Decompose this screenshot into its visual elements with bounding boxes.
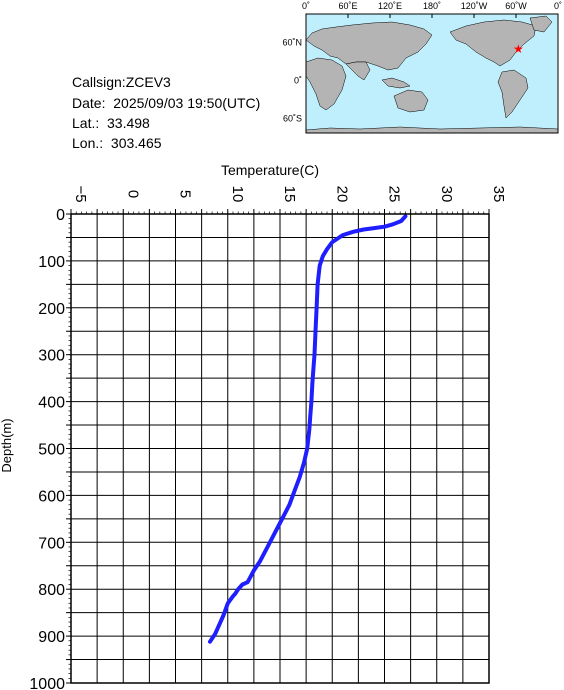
x-tick-label: 20 xyxy=(333,186,350,203)
land-greenland xyxy=(529,15,553,33)
x-tick-label: 15 xyxy=(281,186,298,203)
x-tick-label: 10 xyxy=(229,186,246,203)
x-tick-label: 0 xyxy=(124,190,141,198)
map-longitude-labels: 0˚ 60˚E 120˚E 180˚ 120˚W 60˚W 0˚ xyxy=(302,1,562,11)
chart-frame xyxy=(70,213,490,684)
land-eurasia xyxy=(305,21,433,71)
x-tick-label: −5 xyxy=(72,185,89,202)
land-africa xyxy=(305,57,347,111)
x-tick-label: 35 xyxy=(490,186,507,203)
chart-grid xyxy=(71,214,489,683)
y-tick-label: 300 xyxy=(38,348,65,365)
x-tick-label: 30 xyxy=(438,186,455,203)
x-axis-title: Temperature(C) xyxy=(221,162,319,178)
map-ticks xyxy=(305,14,559,18)
map-longitude-label: 0˚ xyxy=(554,1,562,11)
x-tick-label: 25 xyxy=(386,186,403,203)
y-tick-label: 500 xyxy=(38,442,65,459)
map-land xyxy=(305,15,559,134)
callsign-label: Callsign:ZCEV3 xyxy=(72,74,171,90)
land-india xyxy=(345,61,371,81)
y-tick-labels: 0 100 200 300 400 500 600 700 800 900 1000 xyxy=(29,207,65,690)
map-longitude-label: 120˚E xyxy=(378,1,402,11)
y-tick-label: 200 xyxy=(38,301,65,318)
y-tick-label: 1000 xyxy=(29,676,65,690)
y-axis-title: Depth(m) xyxy=(0,418,14,472)
chart-minor-ticks xyxy=(66,209,490,684)
red-star-icon: ★ xyxy=(513,42,524,56)
y-tick-label: 0 xyxy=(56,207,65,224)
y-tick-label: 800 xyxy=(38,582,65,599)
map-longitude-label: 60˚W xyxy=(505,1,527,11)
y-tick-label: 100 xyxy=(38,254,65,271)
y-tick-label: 700 xyxy=(38,535,65,552)
land-north-america xyxy=(449,19,537,67)
map-latitude-label: 0˚ xyxy=(294,76,302,86)
map-latitude-labels: 60˚N 0˚ 60˚S xyxy=(282,38,302,124)
longitude-label: Lon.: 303.465 xyxy=(72,135,162,151)
land-australia xyxy=(393,89,429,113)
map-latitude-label: 60˚S xyxy=(283,114,302,124)
land-se-asia xyxy=(381,77,411,89)
date-label: Date: 2025/09/03 19:50(UTC) xyxy=(72,95,261,111)
temperature-depth-chart: −5 0 5 10 15 20 25 30 35 0 100 200 300 400 500 600 700 8… xyxy=(0,162,507,690)
x-tick-labels: −5 0 5 10 15 20 25 30 35 xyxy=(72,185,507,202)
world-map-inset: 0˚ 60˚E 120˚E 180˚ 120˚W 60˚W 0˚ 60˚N 0˚ 60˚S ★ xyxy=(282,1,562,134)
y-tick-label: 600 xyxy=(38,488,65,505)
latitude-label: Lat.: 33.498 xyxy=(72,115,150,131)
map-latitude-label: 60˚N xyxy=(282,38,302,48)
y-tick-label: 900 xyxy=(38,629,65,646)
map-longitude-label: 180˚ xyxy=(423,1,441,11)
map-longitude-label: 0˚ xyxy=(302,1,310,11)
map-longitude-label: 120˚W xyxy=(461,1,488,11)
y-tick-label: 400 xyxy=(38,395,65,412)
temperature-profile-line xyxy=(208,214,408,644)
x-tick-label: 5 xyxy=(177,190,194,198)
map-longitude-label: 60˚E xyxy=(338,1,357,11)
land-south-america xyxy=(497,69,529,119)
